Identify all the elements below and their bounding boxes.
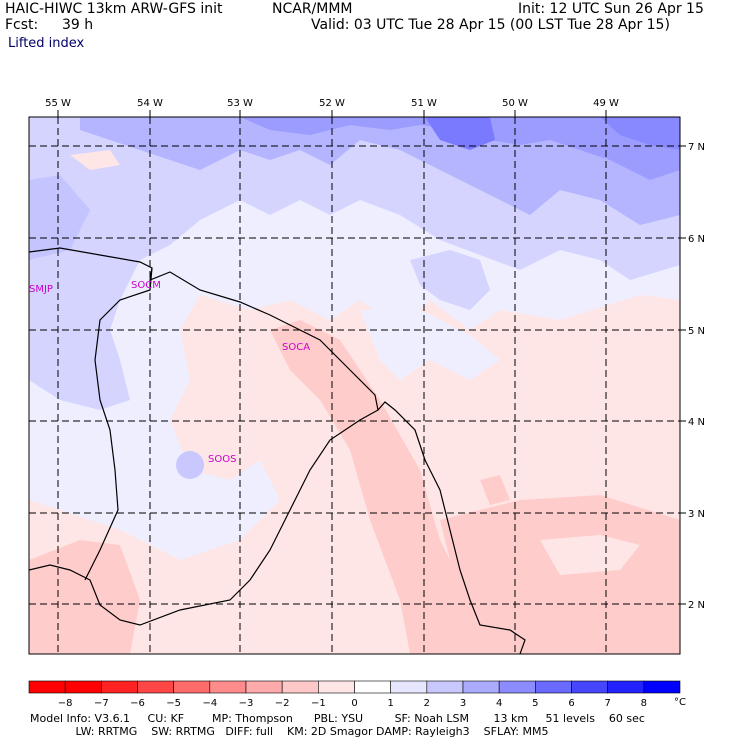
colorbar-swatch — [535, 680, 572, 694]
lat-label: 5 N — [688, 326, 705, 337]
colorbar-swatch — [498, 680, 536, 694]
colorbar-swatch — [318, 680, 355, 694]
colorbar-swatch — [426, 680, 464, 694]
colorbar-tick-label: 4 — [496, 698, 502, 709]
lat-label: 3 N — [688, 509, 705, 520]
colorbar-tick-label: −6 — [130, 698, 145, 709]
colorbar-tick-label: 1 — [387, 698, 393, 709]
lat-label: 7 N — [688, 142, 705, 153]
init-time: Init: 12 UTC Sun 26 Apr 15 — [518, 1, 704, 17]
lat-label: 6 N — [688, 234, 705, 245]
lon-label: 51 W — [411, 98, 437, 109]
lat-lon-grid — [29, 117, 680, 654]
colorbar-tick-label: 0 — [351, 698, 357, 709]
lifted-index-field — [29, 117, 680, 654]
colorbar-swatch — [462, 680, 500, 694]
valid-time: Valid: 03 UTC Tue 28 Apr 15 (00 LST Tue … — [311, 17, 670, 33]
model-info-line1: Model Info: V3.6.1 CU: KF MP: Thompson P… — [30, 712, 645, 725]
colorbar-tick-label: −1 — [311, 698, 326, 709]
colorbar: −8 −7 −6 −5 −4 −3 −2 −1 0 1 2 3 4 5 6 7 8 — [28, 680, 681, 709]
station-label: SOCA — [282, 342, 310, 353]
colorbar-swatch — [390, 680, 428, 694]
station-label: SOCM — [131, 280, 161, 291]
colorbar-tick-label: −8 — [58, 698, 73, 709]
agency-label: NCAR/MMM — [272, 1, 353, 17]
colorbar-tick-label: 6 — [568, 698, 574, 709]
lon-ticks — [57, 110, 607, 117]
colorbar-tick-label: −2 — [275, 698, 290, 709]
colorbar-tick-label: −5 — [166, 698, 181, 709]
colorbar-swatch — [643, 680, 681, 694]
colorbar-tick-label: −4 — [202, 698, 217, 709]
colorbar-tick-label: 3 — [460, 698, 466, 709]
colorbar-swatch — [64, 680, 102, 694]
colorbar-swatch — [137, 680, 174, 694]
lat-label: 4 N — [688, 417, 705, 428]
colorbar-tick-label: 7 — [604, 698, 610, 709]
coastlines — [29, 247, 526, 654]
lon-label: 54 W — [137, 98, 163, 109]
lon-label: 49 W — [593, 98, 619, 109]
lon-label: 50 W — [502, 98, 528, 109]
lon-label: 53 W — [227, 98, 253, 109]
map-frame — [28, 116, 681, 655]
colorbar-tick-label: 8 — [641, 698, 647, 709]
colorbar-tick-label: −3 — [239, 698, 254, 709]
forecast-label: Fcst: — [5, 17, 39, 33]
forecast-hour: 39 h — [62, 17, 94, 33]
colorbar-swatch — [28, 680, 66, 694]
colorbar-tick-label: 5 — [532, 698, 538, 709]
colorbar-swatch — [607, 680, 645, 694]
colorbar-unit: °C — [674, 697, 686, 708]
lat-label: 2 N — [688, 600, 705, 611]
lat-ticks — [680, 145, 686, 605]
colorbar-tick-label: 2 — [424, 698, 430, 709]
station-label: SOOS — [208, 454, 236, 465]
field-name: Lifted index — [8, 36, 85, 51]
model-title: HAIC-HIWC 13km ARW-GFS init — [5, 1, 223, 17]
colorbar-swatch — [281, 680, 319, 694]
lon-label: 55 W — [45, 98, 71, 109]
colorbar-swatch — [101, 680, 138, 694]
colorbar-swatch — [209, 680, 247, 694]
colorbar-tick-label: −7 — [94, 698, 109, 709]
colorbar-swatch — [245, 680, 283, 694]
colorbar-swatch — [173, 680, 211, 694]
station-label: SMJP — [29, 284, 53, 295]
lon-label: 52 W — [319, 98, 345, 109]
colorbar-swatch — [354, 680, 391, 694]
model-info-line2: LW: RRTMG SW: RRTMG DIFF: full KM: 2D Sm… — [30, 725, 549, 738]
colorbar-swatch — [571, 680, 608, 694]
